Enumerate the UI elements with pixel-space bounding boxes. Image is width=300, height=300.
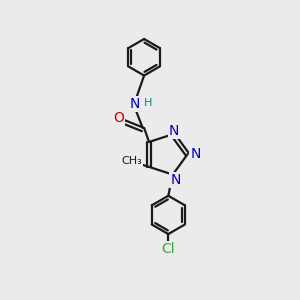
- Text: Cl: Cl: [161, 242, 175, 256]
- Text: N: N: [169, 124, 179, 138]
- Text: CH₃: CH₃: [121, 156, 142, 166]
- Text: N: N: [170, 173, 181, 187]
- Text: H: H: [143, 98, 152, 108]
- Text: N: N: [190, 147, 201, 161]
- Text: N: N: [130, 98, 140, 111]
- Text: O: O: [113, 111, 124, 124]
